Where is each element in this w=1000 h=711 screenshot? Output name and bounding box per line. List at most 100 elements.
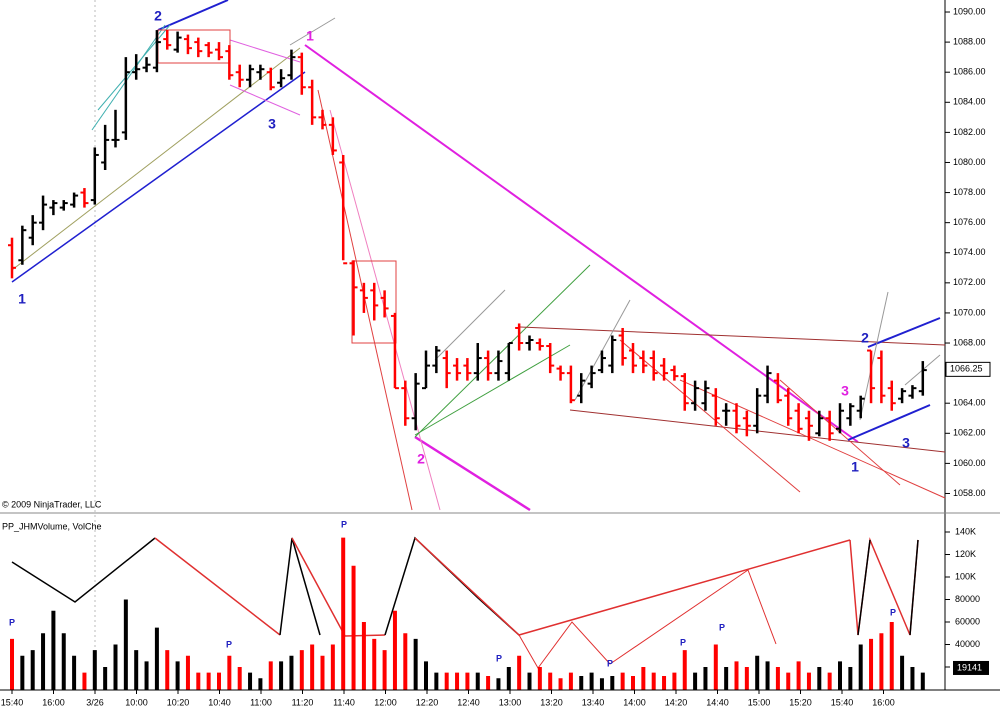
trend-line [229,84,301,116]
x-tick-label: 11:00 [250,697,272,707]
volume-bar [392,610,397,690]
x-tick-label: 11:40 [333,697,355,707]
wave-label: 1 [18,291,26,307]
x-tick-label: 13:40 [582,697,605,707]
y-tick-label: 1068.00 [953,337,986,347]
volume-bar [713,644,718,690]
volume-bar [351,565,356,690]
trend-line [229,39,301,63]
pivot-marker: P [226,639,232,649]
y-tick-label: 1078.00 [953,187,986,197]
volume-bar [10,638,14,690]
trend-line [519,326,946,346]
trend-line [909,539,919,636]
pivot-marker: P [9,617,15,627]
volume-bar [724,667,729,690]
x-tick-label: 10:20 [167,697,190,707]
volume-bar [123,599,128,690]
volume-bar [662,676,667,690]
trend-line [847,404,931,441]
trend-line [434,289,506,361]
volume-bar [848,667,853,690]
x-tick-label: 11:20 [292,697,314,707]
volume-bar [879,633,884,690]
volume-bar [154,627,159,690]
volume-bar [620,672,625,690]
volume-bar [744,667,749,690]
trend-line [304,44,859,443]
y-tick-label: 1086.00 [953,67,986,77]
trend-line [619,339,801,493]
volume-bar [310,644,315,690]
trend-line [91,24,166,131]
volume-bar [165,650,170,690]
y-tick-label: 120K [955,549,976,559]
trend-line [11,537,156,603]
volume-bar [889,622,894,690]
volume-bar [900,655,905,690]
trend-line [414,435,531,512]
last-price-box [945,361,991,377]
volume-bar [589,672,594,690]
x-tick-label: 14:00 [623,697,646,707]
last-volume-box [953,660,989,675]
y-tick-label: 1088.00 [953,36,986,46]
volume-bar [734,661,739,690]
volume-bar [30,650,35,690]
volume-bar [817,667,822,690]
y-tick-label: 1072.00 [953,277,986,287]
volume-bar [72,655,77,690]
wave-label: 2 [861,330,869,346]
volume-bar [506,667,511,690]
volume-bar [268,661,273,690]
volume-bar [382,650,387,690]
volume-bar [403,633,408,690]
volume-bar [651,672,656,690]
volume-bar [558,678,563,690]
trend-line [414,264,591,438]
volume-bar [217,672,221,690]
wave-label: 3 [902,435,910,451]
y-tick-label: 1076.00 [953,217,986,227]
x-tick-label: 15:20 [789,697,812,707]
volume-bar [361,622,366,690]
volume-bar [672,672,677,690]
volume-bar [765,661,770,690]
pivot-marker: P [680,637,686,647]
wave-label: 1 [306,28,314,44]
trend-line [289,17,336,46]
y-tick-label: 1058.00 [953,488,986,498]
x-tick-label: 15:40 [831,697,854,707]
y-tick-label: 80000 [955,594,980,604]
y-tick-label: 1060.00 [953,458,986,468]
volume-bar [475,672,480,690]
pivot-marker: P [890,607,896,617]
trend-line [518,569,777,669]
x-tick-label: 16:00 [872,697,895,707]
volume-bar [568,672,573,690]
volume-bar [920,672,925,690]
volume-bar [486,676,491,690]
volume-bar [206,672,211,690]
y-tick-label: 1074.00 [953,247,986,257]
y-tick-label: 1082.00 [953,127,986,137]
volume-bar [910,667,915,690]
volume-bar [185,655,190,690]
volume-bar [279,661,284,690]
volume-bar [806,672,811,690]
volume-bar [610,676,615,690]
volume-bar [641,667,646,690]
range-box [351,260,397,344]
volume-bar [113,644,118,690]
x-tick-label: 12:00 [374,697,397,707]
volume-bar [775,667,780,690]
volume-bar [786,672,791,690]
volume-bar [693,672,698,690]
volume-bar [92,650,97,690]
trend-line [414,344,571,436]
pivot-marker: P [496,653,502,663]
x-tick-label: 10:40 [208,697,231,707]
trend-line [154,537,281,636]
volume-bar [537,667,542,690]
volume-bar [237,667,242,690]
